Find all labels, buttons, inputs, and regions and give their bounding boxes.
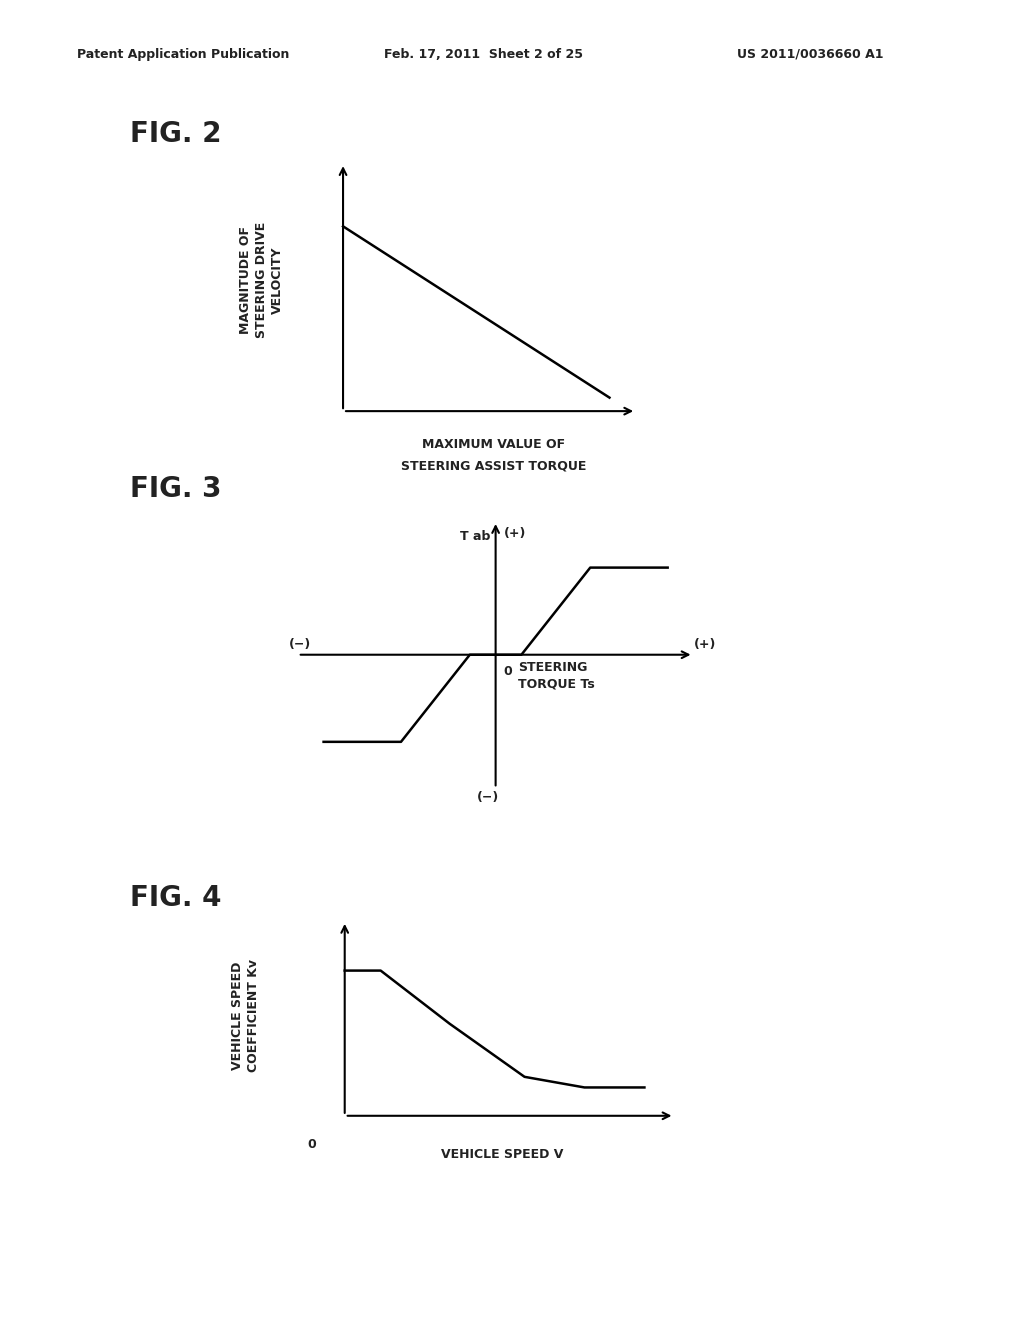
Text: 0: 0	[307, 1138, 315, 1151]
Text: MAXIMUM VALUE OF: MAXIMUM VALUE OF	[422, 438, 565, 451]
Text: US 2011/0036660 A1: US 2011/0036660 A1	[737, 48, 884, 61]
Text: Patent Application Publication: Patent Application Publication	[77, 48, 289, 61]
Text: STEERING ASSIST TORQUE: STEERING ASSIST TORQUE	[400, 459, 587, 473]
Text: Feb. 17, 2011  Sheet 2 of 25: Feb. 17, 2011 Sheet 2 of 25	[384, 48, 583, 61]
Text: VEHICLE SPEED V: VEHICLE SPEED V	[440, 1148, 563, 1162]
Text: MAGNITUDE OF
STEERING DRIVE
VELOCITY: MAGNITUDE OF STEERING DRIVE VELOCITY	[239, 222, 284, 338]
Text: STEERING
TORQUE Ts: STEERING TORQUE Ts	[518, 661, 595, 690]
Text: T ab: T ab	[460, 529, 490, 543]
Text: (−): (−)	[289, 638, 311, 651]
Text: FIG. 4: FIG. 4	[130, 884, 221, 912]
Text: (+): (+)	[504, 527, 526, 540]
Text: (−): (−)	[477, 791, 500, 804]
Text: 0: 0	[504, 665, 513, 678]
Text: FIG. 3: FIG. 3	[130, 475, 221, 503]
Text: VEHICLE SPEED
COEFFICIENT Kv: VEHICLE SPEED COEFFICIENT Kv	[231, 960, 260, 1072]
Text: (+): (+)	[693, 638, 716, 651]
Text: FIG. 2: FIG. 2	[130, 120, 221, 148]
